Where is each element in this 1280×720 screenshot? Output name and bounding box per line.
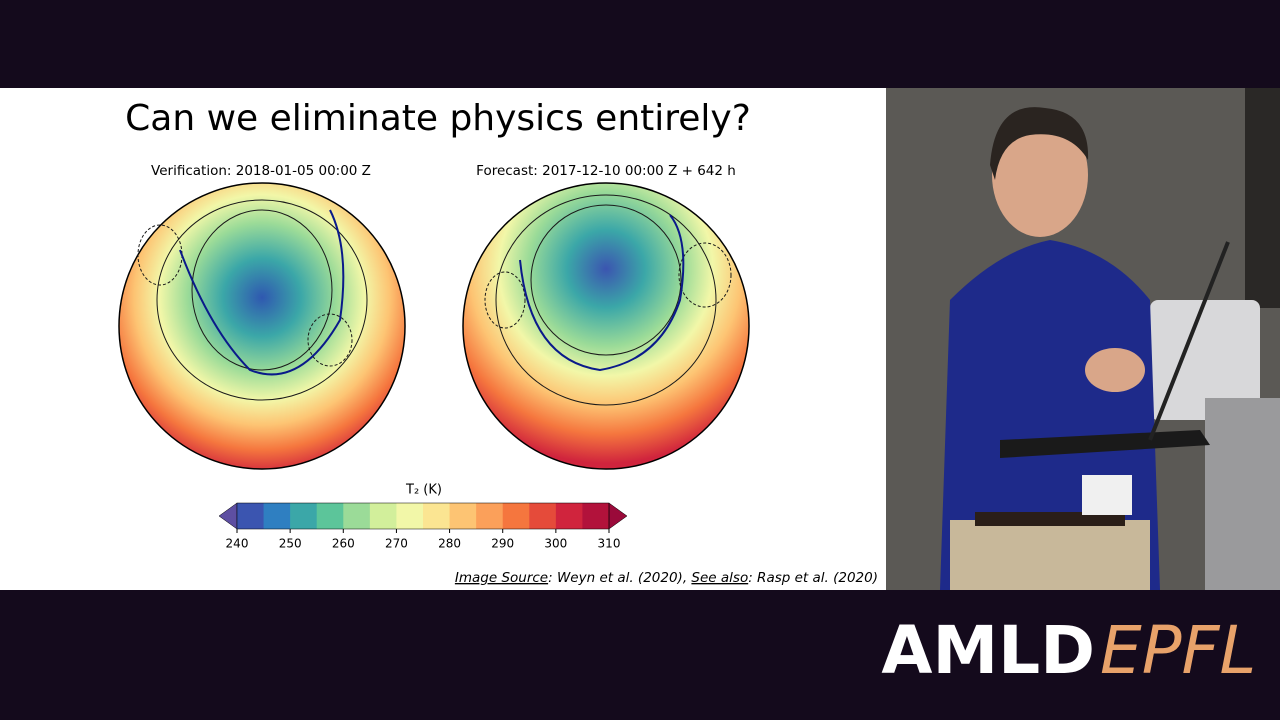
source-text: : Weyn et al. (2020), <box>548 570 691 586</box>
source-text: : Rasp et al. (2020) <box>748 570 878 586</box>
colorbar-segment <box>396 503 424 529</box>
colorbar-tick-label: 260 <box>332 537 355 551</box>
colorbar-tick-label: 280 <box>438 537 461 551</box>
colorbar-segment <box>449 503 477 529</box>
bottom-bar <box>0 590 1280 720</box>
globe <box>462 182 750 470</box>
colorbar-tick-label: 310 <box>598 537 621 551</box>
top-bar <box>0 0 1280 88</box>
source-label: See also <box>691 570 748 586</box>
colorbar-segment <box>237 503 265 529</box>
colorbar-segment <box>476 503 504 529</box>
colorbar-segment <box>316 503 344 529</box>
panel-title: Verification: 2018-01-05 00:00 Z <box>151 163 371 179</box>
colorbar-tick-label: 240 <box>226 537 249 551</box>
logo-epfl: EPFL <box>1100 612 1256 689</box>
colorbar-tick-label: 300 <box>544 537 567 551</box>
image-source: Image Source: Weyn et al. (2020), See al… <box>455 570 878 586</box>
colorbar-segment <box>290 503 318 529</box>
colorbar-tick-label: 270 <box>385 537 408 551</box>
colorbar-segment <box>502 503 530 529</box>
source-label: Image Source <box>455 570 548 586</box>
speaker-photo <box>886 88 1280 590</box>
colorbar-segment <box>423 503 451 529</box>
colorbar-frame <box>236 502 610 530</box>
colorbar-label: T₂ (K) <box>405 483 442 498</box>
colorbar-segment <box>343 503 371 529</box>
colorbar-tick-label: 250 <box>279 537 302 551</box>
globe <box>118 182 406 470</box>
colorbar-segment <box>369 503 397 529</box>
colorbar: 240 250 260 270 280 290 300 310 <box>218 502 628 551</box>
colorbar-segment <box>582 503 610 529</box>
panel-title: Forecast: 2017-12-10 00:00 Z + 642 h <box>476 163 736 179</box>
colorbar-segment <box>555 503 583 529</box>
slide-title: Can we eliminate physics entirely? <box>125 98 751 139</box>
colorbar-tick-label: 290 <box>491 537 514 551</box>
colorbar-segment <box>529 503 557 529</box>
colorbar-segment <box>263 503 291 529</box>
logo-amld: AMLD <box>881 612 1095 689</box>
